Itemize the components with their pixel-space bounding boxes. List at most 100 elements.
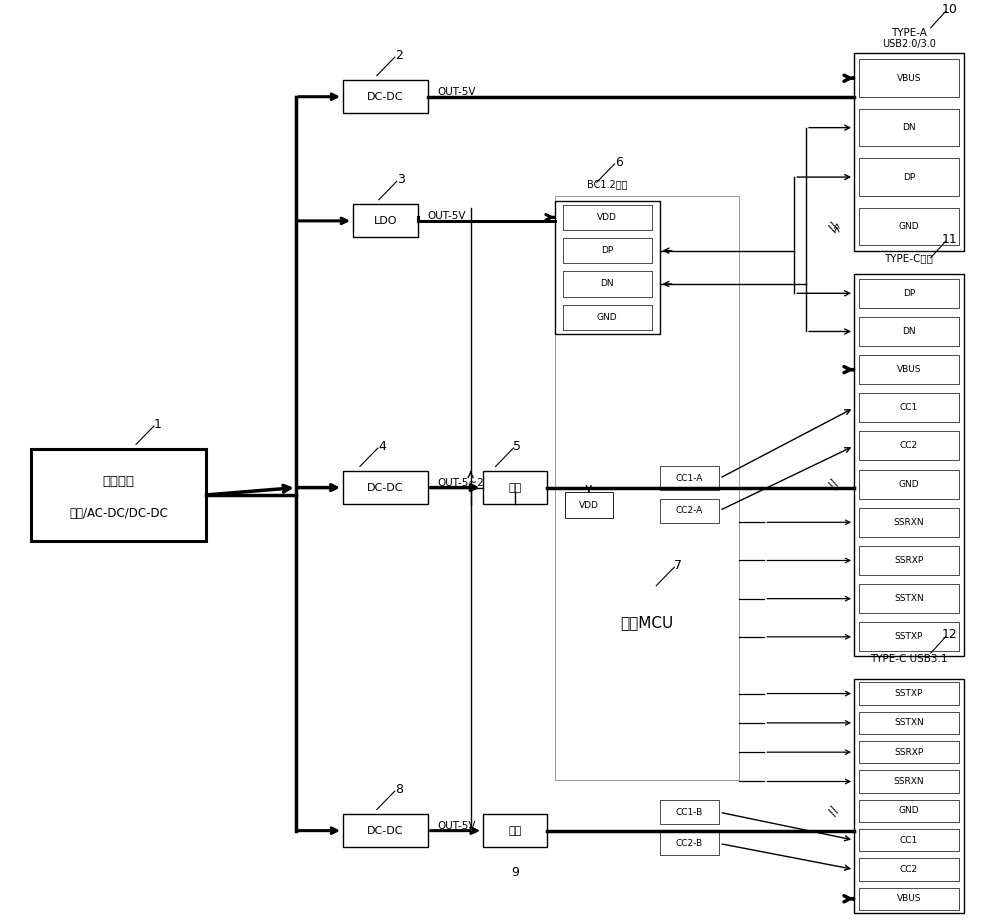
Text: GND: GND: [899, 222, 919, 231]
Text: 开关: 开关: [508, 482, 522, 492]
Text: DP: DP: [903, 289, 915, 298]
Text: VBUS: VBUS: [897, 74, 921, 83]
Text: SSTXP: SSTXP: [895, 689, 923, 698]
Text: DC-DC: DC-DC: [367, 91, 404, 102]
Text: 6: 6: [615, 155, 623, 168]
Text: 8: 8: [395, 783, 403, 796]
Text: //: //: [826, 477, 842, 491]
Text: GND: GND: [597, 313, 618, 322]
Bar: [859, 741, 959, 763]
Text: VDD: VDD: [579, 501, 599, 509]
Bar: [859, 208, 959, 245]
Bar: [854, 274, 964, 656]
Text: USB2.0/3.0: USB2.0/3.0: [882, 40, 936, 49]
Text: OUT-5~20V: OUT-5~20V: [438, 478, 498, 488]
Bar: [859, 158, 959, 196]
Bar: [660, 800, 719, 824]
Text: CC1-A: CC1-A: [676, 474, 703, 483]
Text: SSTXN: SSTXN: [894, 594, 924, 603]
Bar: [859, 829, 959, 851]
Text: 12: 12: [942, 628, 958, 641]
Text: VBUS: VBUS: [897, 894, 921, 904]
Text: CC1: CC1: [900, 835, 918, 845]
Bar: [660, 499, 719, 523]
Text: TYPE-C母座: TYPE-C母座: [884, 253, 933, 263]
Bar: [353, 204, 418, 237]
Bar: [859, 711, 959, 734]
Text: SSRXN: SSRXN: [894, 517, 924, 527]
Text: DN: DN: [902, 123, 916, 132]
Bar: [563, 238, 652, 263]
Text: 主控MCU: 主控MCU: [620, 614, 674, 630]
Bar: [859, 799, 959, 822]
Text: TYPE-C USB3.1: TYPE-C USB3.1: [870, 653, 948, 663]
Bar: [660, 832, 719, 856]
Bar: [555, 201, 660, 334]
Bar: [854, 54, 964, 251]
Text: CC1-B: CC1-B: [676, 808, 703, 817]
Text: 5: 5: [513, 440, 521, 453]
Bar: [859, 508, 959, 537]
Text: //: //: [826, 804, 842, 818]
Text: SSRXN: SSRXN: [894, 777, 924, 786]
Bar: [859, 432, 959, 460]
Bar: [483, 471, 547, 505]
Text: 电源供给: 电源供给: [103, 475, 135, 488]
Bar: [343, 814, 428, 847]
Text: SSTXN: SSTXN: [894, 718, 924, 727]
Text: BC1.2模块: BC1.2模块: [587, 179, 627, 189]
Bar: [859, 771, 959, 793]
Bar: [563, 204, 652, 230]
Text: DN: DN: [902, 327, 916, 336]
Text: GND: GND: [899, 807, 919, 815]
Bar: [859, 279, 959, 308]
Bar: [859, 355, 959, 384]
Text: VBUS: VBUS: [897, 365, 921, 374]
Text: OUT-5V: OUT-5V: [438, 87, 476, 97]
Bar: [859, 546, 959, 575]
Bar: [31, 449, 206, 541]
Bar: [555, 196, 739, 780]
Text: DN: DN: [600, 279, 614, 288]
Text: 10: 10: [942, 3, 958, 16]
Bar: [343, 80, 428, 114]
Text: SSRXP: SSRXP: [894, 748, 923, 757]
Bar: [859, 394, 959, 422]
Text: DC-DC: DC-DC: [367, 826, 404, 835]
Bar: [859, 858, 959, 881]
Text: SSTXP: SSTXP: [895, 632, 923, 641]
Text: 7: 7: [674, 559, 682, 572]
Text: CC2-B: CC2-B: [676, 839, 703, 848]
Bar: [859, 317, 959, 346]
Text: CC1: CC1: [900, 403, 918, 412]
Text: ≫: ≫: [831, 222, 841, 232]
Text: TYPE-A: TYPE-A: [891, 29, 927, 38]
Text: DP: DP: [601, 246, 613, 255]
Text: SSRXP: SSRXP: [894, 556, 923, 565]
Text: DP: DP: [903, 173, 915, 182]
Bar: [859, 683, 959, 705]
Bar: [859, 622, 959, 651]
Text: 3: 3: [397, 173, 405, 186]
Text: DC-DC: DC-DC: [367, 482, 404, 492]
Text: 电池/AC-DC/DC-DC: 电池/AC-DC/DC-DC: [69, 507, 168, 520]
Text: CC2: CC2: [900, 442, 918, 451]
Text: OUT-5V: OUT-5V: [438, 821, 476, 831]
Text: 2: 2: [395, 49, 403, 62]
Bar: [859, 469, 959, 499]
Text: GND: GND: [899, 480, 919, 489]
Bar: [343, 471, 428, 505]
Bar: [563, 305, 652, 330]
Bar: [660, 467, 719, 491]
Text: 9: 9: [511, 867, 519, 880]
Text: //: //: [826, 220, 842, 234]
Bar: [859, 109, 959, 146]
Text: 4: 4: [378, 440, 386, 453]
Text: 11: 11: [942, 233, 958, 246]
Text: CC2: CC2: [900, 865, 918, 874]
Text: 1: 1: [154, 418, 162, 431]
Bar: [563, 272, 652, 297]
Text: CC2-A: CC2-A: [676, 506, 703, 515]
Bar: [859, 59, 959, 97]
Text: OUT-5V: OUT-5V: [428, 212, 466, 221]
